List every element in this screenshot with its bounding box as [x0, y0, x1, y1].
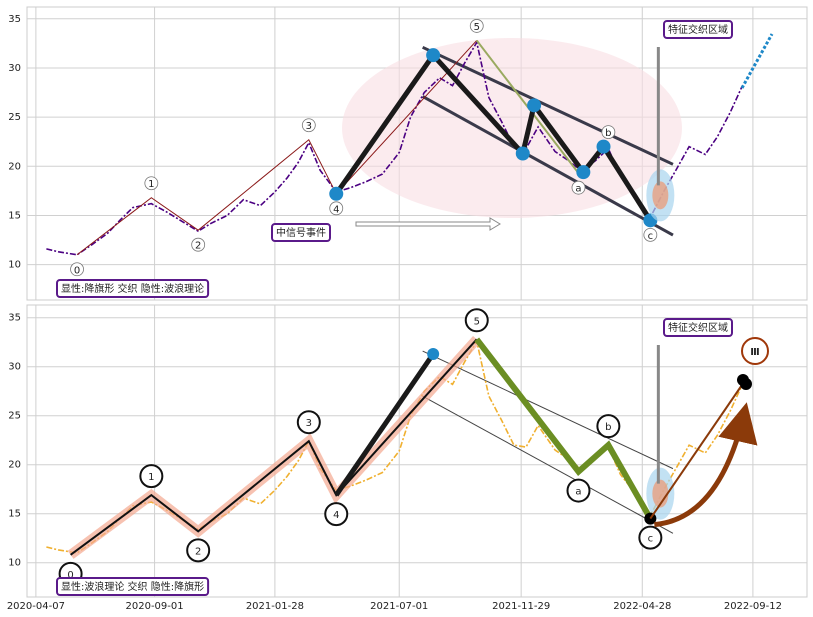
wave-label-circle [601, 125, 616, 140]
annotation-box [663, 318, 733, 337]
wave-label: a [575, 487, 581, 498]
wave-label: 3 [306, 418, 312, 429]
wave-label-circle [566, 478, 591, 503]
wave-label-circle [329, 201, 344, 216]
wave-label: 1 [148, 179, 154, 190]
wave-label: 4 [333, 204, 339, 215]
y-tick-label: 20 [8, 460, 21, 471]
plot-area [26, 304, 808, 598]
projection-arrow [654, 402, 758, 528]
y-tick-label: 10 [8, 558, 21, 569]
y-tick-label: 30 [8, 362, 21, 373]
wave-label: a [575, 184, 581, 195]
y-tick-label: 35 [8, 14, 21, 25]
corrective-line [474, 337, 653, 521]
annotation-box [663, 20, 733, 39]
x-tick-label: 2020-09-01 [126, 601, 184, 612]
wave-label-circle [186, 538, 211, 563]
wave-label-circle [139, 464, 164, 489]
wave-label-circle [144, 176, 159, 191]
projection [740, 33, 774, 89]
wave-label-circle [301, 118, 316, 133]
y-tick-label: 15 [8, 509, 21, 520]
target [737, 374, 749, 386]
wave-label-circle [464, 308, 489, 333]
x-tick-label: 2022-09-12 [724, 601, 782, 612]
interaction-core [652, 479, 669, 508]
annotation-box [56, 279, 210, 298]
x-tick-label: 2022-04-28 [613, 601, 671, 612]
pattern-point [515, 146, 530, 161]
y-tick-label: 15 [8, 210, 21, 221]
wave-label-circle [324, 502, 349, 527]
wave-line [76, 40, 478, 256]
roman-label: Ⅲ [750, 347, 759, 358]
pattern-point [527, 98, 542, 113]
pattern-point [329, 186, 344, 201]
channel-line [422, 350, 674, 470]
interaction-core [652, 181, 669, 210]
wave-label: 1 [148, 472, 154, 483]
wave-label: 5 [474, 316, 480, 327]
wave-label: c [648, 534, 654, 545]
y-tick-label: 25 [8, 411, 21, 422]
pattern-point [576, 165, 591, 180]
wave-label-circle [469, 19, 484, 33]
wave-label: b [605, 422, 611, 433]
annotation-box [271, 223, 331, 242]
pattern-line [334, 352, 436, 497]
wave-label: 2 [195, 546, 201, 557]
x-tick-label: 2021-11-29 [492, 601, 550, 612]
y-tick-label: 20 [8, 161, 21, 172]
y-tick-label: 35 [8, 313, 21, 324]
channel-line [421, 95, 674, 237]
roman-circle [741, 337, 769, 365]
annotation: 显性:波浪理论 交织 隐性:降旗形 [61, 580, 204, 593]
annotation: 显性:降旗形 交织 隐性:波浪理论 [61, 282, 204, 295]
annotation: 中信号事件 [276, 226, 326, 239]
wave-label-circle [296, 410, 321, 435]
signal-arrow [355, 217, 501, 231]
y-tick-label: 30 [8, 63, 21, 74]
wave-label: 2 [195, 241, 201, 252]
pattern-point [426, 48, 441, 63]
wave-label-circle [596, 414, 621, 439]
wave-label-circle [191, 237, 206, 252]
wave-label: 4 [333, 510, 339, 521]
x-tick-label: 2020-04-07 [7, 601, 65, 612]
x-tick-label: 2021-01-28 [246, 601, 304, 612]
wave-label: 0 [74, 265, 80, 276]
y-tick-label: 25 [8, 112, 21, 123]
pattern-point [427, 347, 440, 360]
wave-label-circle [571, 180, 586, 195]
wave-label-circle [70, 262, 84, 277]
channel-line [422, 395, 674, 534]
annotation: 特征交织区域 [668, 321, 728, 334]
wave-line [70, 338, 478, 556]
highlight-zone [342, 38, 682, 218]
wave-label: b [605, 128, 611, 139]
pattern-point [596, 139, 611, 154]
wave-label: 3 [306, 121, 312, 132]
y-tick-label: 10 [8, 260, 21, 271]
annotation-box [56, 577, 210, 596]
wave-label-circle [643, 227, 658, 242]
x-tick-label: 2021-07-01 [370, 601, 428, 612]
annotation: 特征交织区域 [668, 23, 728, 36]
channel-line [422, 45, 674, 166]
wave-label: 5 [474, 22, 480, 33]
wave-label-circle [638, 525, 663, 550]
wave-label: c [648, 231, 654, 242]
wave-label: 0 [67, 570, 73, 581]
